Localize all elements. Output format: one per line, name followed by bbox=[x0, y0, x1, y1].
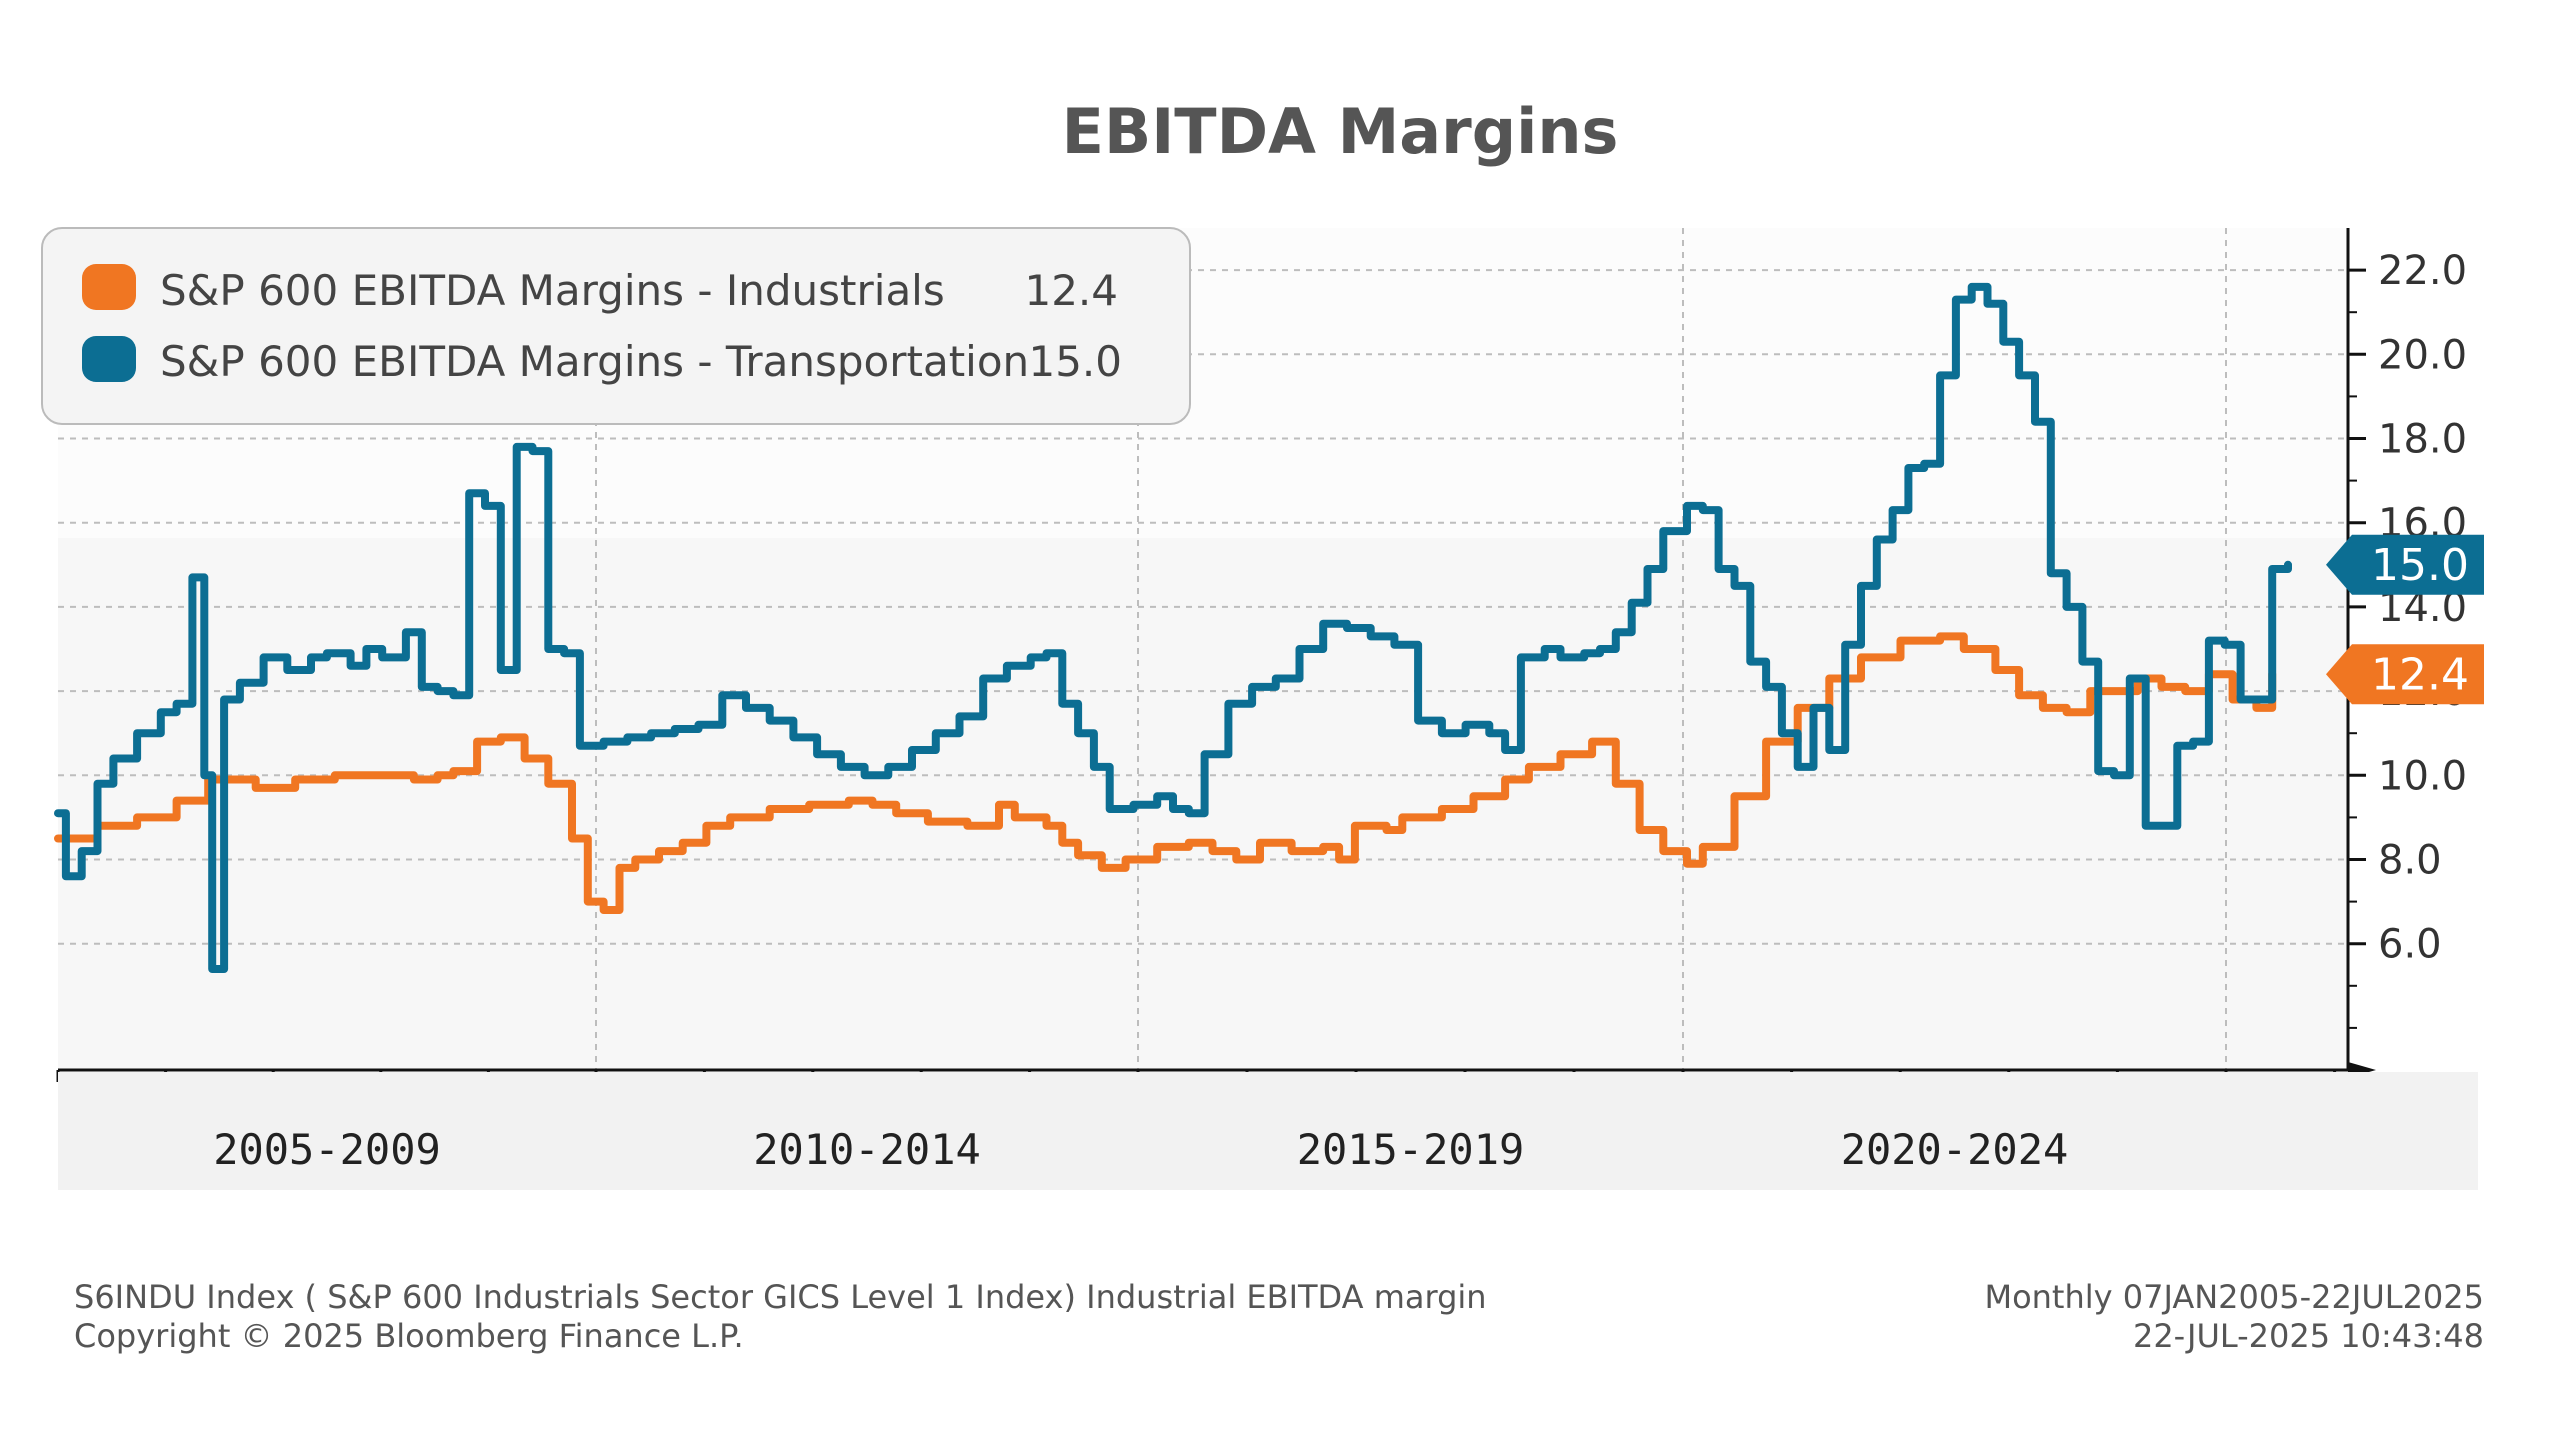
legend-box bbox=[41, 227, 1191, 425]
last-value-markers: 12.4 15.0 bbox=[2326, 534, 2484, 705]
period-label-1: 2010-2014 bbox=[753, 1125, 981, 1174]
period-label-2: 2015-2019 bbox=[1297, 1125, 1525, 1174]
footer-source: S6INDU Index ( S&P 600 Industrials Secto… bbox=[74, 1278, 1487, 1316]
footer-copyright: Copyright © 2025 Bloomberg Finance L.P. bbox=[74, 1317, 744, 1355]
period-label-0: 2005-2009 bbox=[213, 1125, 441, 1174]
period-label-3: 2020-2024 bbox=[1841, 1125, 2069, 1174]
legend-value-transportation: 15.0 bbox=[1028, 337, 1122, 386]
last-value-marker-transportation: 15.0 bbox=[2326, 534, 2484, 595]
legend-swatch-industrials bbox=[82, 264, 136, 310]
legend-label-industrials: S&P 600 EBITDA Margins - Industrials bbox=[160, 266, 945, 315]
footer-frequency: Monthly 07JAN2005-22JUL2025 bbox=[1984, 1278, 2484, 1316]
y-tick-label: 6.0 bbox=[2378, 922, 2442, 968]
y-tick-label: 22.0 bbox=[2378, 248, 2467, 294]
y-tick-label: 8.0 bbox=[2378, 838, 2442, 884]
last-value-label: 12.4 bbox=[2371, 649, 2469, 700]
y-tick-label: 10.0 bbox=[2378, 753, 2467, 799]
legend: S&P 600 EBITDA Margins - Industrials 12.… bbox=[41, 227, 1191, 425]
chart-title: EBITDA Margins bbox=[1062, 95, 1619, 168]
series-layer bbox=[54, 282, 2292, 973]
footer-timestamp: 22-JUL-2025 10:43:48 bbox=[2133, 1317, 2484, 1355]
legend-value-industrials: 12.4 bbox=[1024, 266, 1118, 315]
grid-lines bbox=[58, 269, 2348, 945]
legend-swatch-transportation bbox=[82, 336, 136, 382]
y-tick-label: 20.0 bbox=[2378, 332, 2467, 378]
last-value-marker-industrials: 12.4 bbox=[2326, 644, 2484, 705]
last-value-badge bbox=[2326, 644, 2484, 705]
period-labels: 2005-2009 2010-2014 2015-2019 2020-2024 bbox=[213, 1125, 2068, 1174]
series-line-transportation bbox=[54, 282, 2292, 973]
last-value-badge bbox=[2326, 534, 2484, 595]
series-line-industrials bbox=[54, 632, 2277, 914]
legend-label-transportation: S&P 600 EBITDA Margins - Transportation bbox=[160, 337, 1029, 386]
last-value-label: 15.0 bbox=[2371, 540, 2469, 591]
y-tick-label: 18.0 bbox=[2378, 417, 2467, 463]
period-band bbox=[58, 1072, 2478, 1190]
